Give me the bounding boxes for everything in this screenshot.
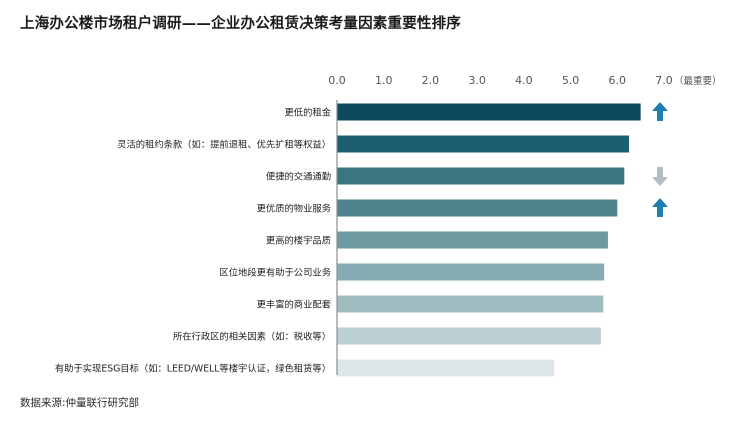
category-label: 区位地段更有助于公司业务 [219,267,331,279]
category-label: 更优质的物业服务 [257,203,331,215]
bar [337,327,601,345]
bar [337,231,608,249]
source-note: 数据来源:仲量联行研究部 [20,397,140,409]
bar [337,167,625,185]
arrow-up-icon [652,198,668,217]
bar [337,103,641,121]
category-label: 灵活的租约条款（如：提前退租、优先扩租等权益） [117,139,331,151]
x-axis-unit-label: （最重要） [674,75,722,87]
bar [337,135,629,153]
x-tick-label: 1.0 [375,74,393,87]
x-tick-label: 0.0 [328,74,346,87]
arrow-up-icon [652,102,668,121]
bar [337,359,555,377]
bar [337,263,605,281]
chart-title: 上海办公楼市场租户调研——企业办公租赁决策考量因素重要性排序 [20,16,461,32]
x-tick-label: 3.0 [468,74,486,87]
category-label: 所在行政区的相关因素（如：税收等） [173,331,331,343]
arrow-down-icon [652,167,668,186]
category-label: 更低的租金 [285,107,332,119]
category-label: 有助于实现ESG目标（如：LEED/WELL等楼宇认证，绿色租赁等） [55,363,331,375]
x-tick-label: 7.0 [655,74,673,87]
category-label: 便捷的交通通勤 [266,171,331,183]
trend-arrows [652,102,668,217]
x-axis-ticks: 0.0 1.0 2.0 3.0 4.0 5.0 6.0 7.0 （最重要） [328,74,721,87]
category-label: 更高的楼宇品质 [266,235,331,247]
x-tick-label: 6.0 [609,74,627,87]
x-tick-label: 4.0 [515,74,533,87]
bars-group [337,103,641,377]
category-label: 更丰富的商业配套 [257,299,331,311]
bar [337,199,618,217]
x-tick-label: 2.0 [422,74,440,87]
x-tick-label: 5.0 [562,74,580,87]
bar [337,295,604,313]
